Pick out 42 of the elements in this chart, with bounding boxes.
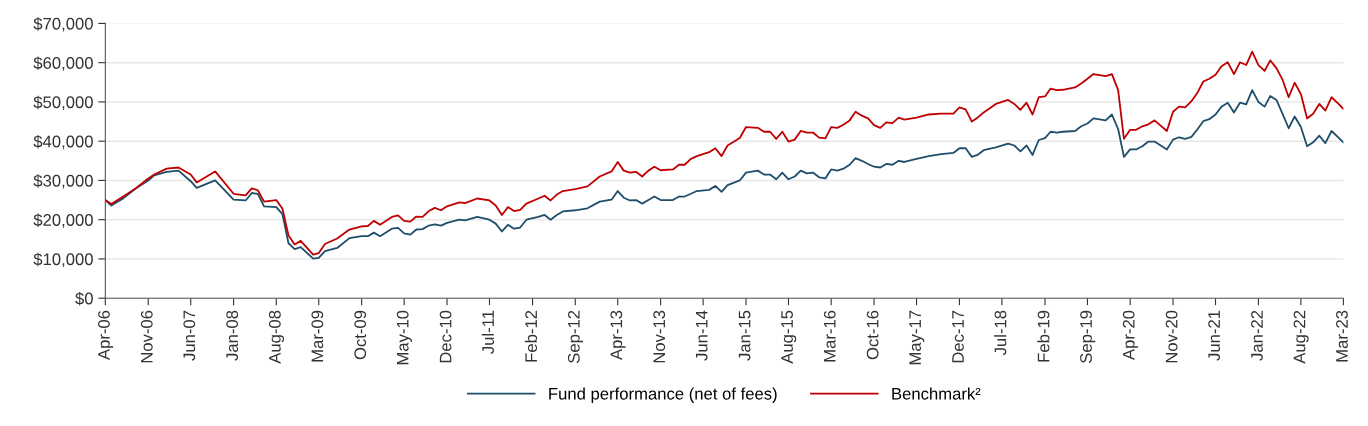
- line-series: [105, 50, 1344, 256]
- x-tick-label: Sep-19: [1080, 310, 1096, 363]
- x-tick-label: Feb-12: [524, 310, 538, 362]
- y-tick-label: $40,000: [33, 134, 93, 150]
- y-tick-label: $30,000: [33, 174, 93, 189]
- x-tick-label: Jan-08: [226, 310, 239, 361]
- x-tick-label: Jul-18: [994, 310, 1007, 356]
- x-tick-label: Apr-06: [98, 310, 114, 360]
- x-tick-label: Apr-13: [610, 310, 626, 360]
- y-tick-label: $10,000: [33, 252, 93, 268]
- y-tick-label: $50,000: [33, 95, 93, 111]
- x-tick-label: Oct-16: [866, 310, 879, 360]
- x-tick-label: Jul-11: [481, 310, 494, 354]
- x-tick-label: Dec-10: [439, 310, 452, 363]
- x-tick-label: Jun-21: [1208, 310, 1220, 361]
- y-tick-label: $0: [75, 291, 93, 306]
- x-tick-label: Nov-06: [140, 310, 153, 363]
- x-tick-label: Nov-20: [1165, 310, 1178, 363]
- x-tick-label: May-10: [396, 310, 412, 365]
- x-tick-label: Aug-08: [268, 310, 285, 364]
- line-series: [105, 89, 1344, 260]
- x-tick-label: Jan-22: [1251, 310, 1263, 361]
- x-tick-label: Aug-15: [781, 310, 797, 364]
- y-tick-label: $70,000: [33, 17, 93, 32]
- x-tick-label: Apr-20: [1122, 310, 1138, 360]
- x-tick-label: Nov-13: [653, 310, 666, 363]
- legend-label: Fund performance (net of fees): [549, 387, 777, 403]
- x-tick-label: Dec-17: [952, 310, 964, 363]
- x-tick-label: Sep-12: [567, 310, 584, 363]
- x-tick-label: Mar-16: [823, 310, 836, 362]
- x-tick-label: Aug-22: [1293, 310, 1309, 364]
- y-tick-label: $20,000: [33, 213, 93, 228]
- x-tick-label: May-17: [909, 310, 925, 365]
- x-tick-label: Oct-09: [354, 310, 367, 360]
- x-tick-label: Feb-19: [1037, 310, 1050, 362]
- x-tick-label: Jan-15: [738, 310, 751, 361]
- x-tick-label: Jun-07: [183, 310, 196, 361]
- x-tick-label: Jun-14: [695, 310, 708, 361]
- x-tick-label: Mar-23: [1336, 310, 1348, 362]
- x-tick-label: Mar-09: [311, 310, 324, 362]
- y-tick-label: $60,000: [33, 56, 93, 71]
- legend-label: Benchmark²: [892, 387, 981, 400]
